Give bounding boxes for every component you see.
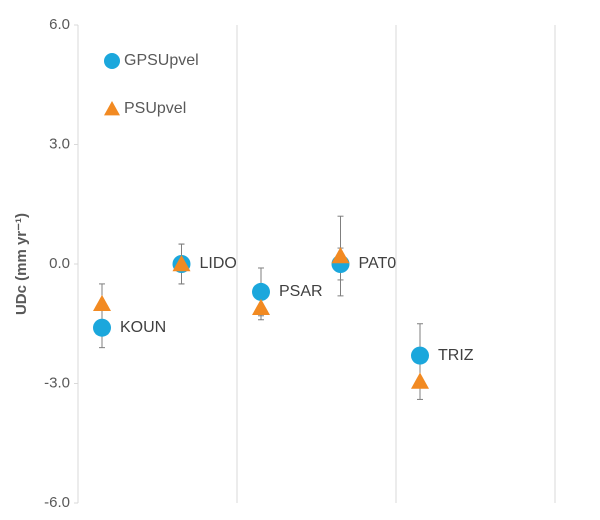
legend-label: GPSUpvel [124, 52, 199, 69]
point-label: KOUN [120, 319, 166, 336]
point [411, 346, 429, 365]
point [252, 282, 270, 301]
point [93, 318, 111, 337]
legend-marker [104, 101, 120, 116]
legend-marker [104, 53, 120, 69]
point-label: PAT0 [359, 255, 397, 272]
point [411, 372, 429, 389]
point [331, 247, 350, 264]
y-axis-title: UDc (mm yr⁻¹) [13, 213, 30, 315]
point [93, 294, 111, 312]
y-tick-label: -3.0 [44, 374, 70, 391]
y-tick-label: 0.0 [49, 255, 70, 272]
y-tick-label: 3.0 [49, 135, 70, 152]
point-label: LIDO [200, 255, 237, 272]
legend-label: PSUpvel [124, 100, 186, 117]
y-tick-label: -6.0 [44, 494, 70, 511]
point-label: TRIZ [438, 347, 474, 364]
point-label: PSAR [279, 283, 323, 300]
point [252, 298, 270, 316]
y-tick-label: 6.0 [49, 16, 70, 33]
point [172, 255, 191, 272]
